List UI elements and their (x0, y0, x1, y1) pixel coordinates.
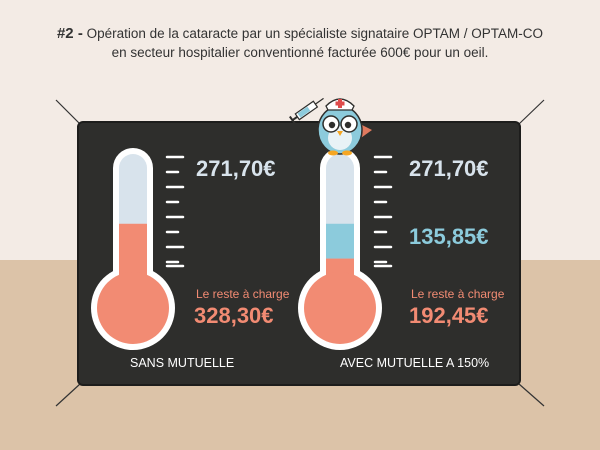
right-middle-value: 135,85€ (409, 224, 489, 249)
left-caption: SANS MUTUELLE (130, 356, 235, 370)
left-top-value: 271,70€ (196, 156, 276, 181)
thermometer-right (298, 148, 382, 350)
title-number: #2 - (56, 25, 83, 42)
scale-ticks-left (165, 155, 185, 268)
corner-line-tl (55, 99, 81, 125)
thermometer-left-bulb (97, 272, 169, 344)
chalkboard (77, 121, 521, 386)
left-reste-label: Le reste à charge (196, 287, 290, 301)
title-line-2: en secteur hospitalier conventionné fact… (111, 45, 489, 60)
thermometer-right-bulb (304, 272, 376, 344)
thermometer-right-mutuelle-fill (326, 223, 354, 259)
corner-line-tr (518, 99, 545, 125)
corner-line-br (518, 383, 545, 407)
right-top-value: 271,70€ (409, 156, 489, 181)
page-title: #2 - Opération de la cataracte par un sp… (30, 24, 570, 62)
thermometer-left (91, 148, 175, 350)
left-reste-value: 328,30€ (194, 303, 274, 328)
owl-nurse-icon (289, 97, 372, 156)
right-caption: AVEC MUTUELLE A 150% (340, 356, 490, 370)
right-reste-value: 192,45€ (409, 303, 489, 328)
right-reste-label: Le reste à charge (411, 287, 505, 301)
title-line-1: Opération de la cataracte par un spécial… (86, 26, 544, 41)
corner-line-bl (55, 383, 81, 407)
scale-ticks-right (373, 155, 393, 268)
